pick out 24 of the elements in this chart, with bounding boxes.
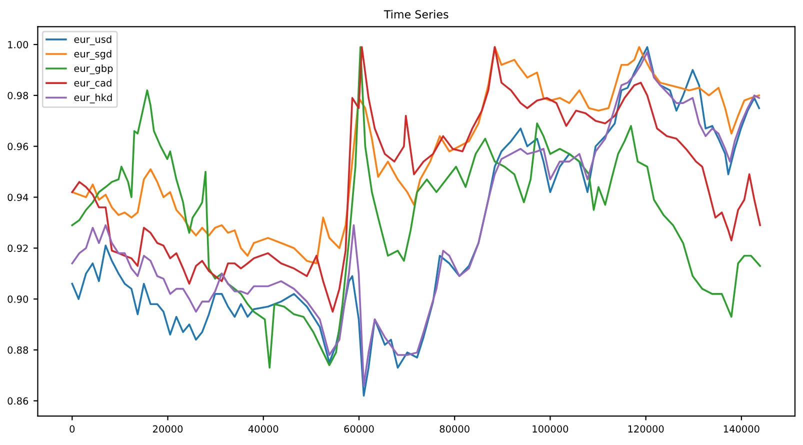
y-tick-label: 1.00 — [8, 40, 28, 48]
chart-title: Time Series — [384, 10, 448, 19]
legend-label: eur_gbp — [74, 64, 113, 74]
x-tick-label: 0 — [70, 425, 75, 433]
line-series — [71, 46, 760, 264]
x-tick-label: 40000 — [248, 425, 278, 433]
y-tick-label: 0.88 — [8, 346, 28, 354]
legend-label: eur_hkd — [74, 94, 112, 104]
y-tick-label: 0.94 — [8, 194, 28, 202]
line-series — [71, 46, 761, 313]
y-tick-label: 0.90 — [8, 295, 28, 303]
legend-label: eur_sgd — [74, 50, 112, 60]
x-tick-label: 100000 — [532, 425, 568, 433]
y-tick-label: 0.92 — [8, 244, 28, 252]
y-tick-label: 0.98 — [8, 92, 28, 100]
x-tick-label: 60000 — [344, 425, 374, 433]
x-tick-label: 80000 — [440, 425, 470, 433]
legend-label: eur_usd — [74, 35, 112, 46]
y-tick-label: 0.96 — [8, 142, 28, 150]
y-tick-label: 0.86 — [8, 397, 28, 405]
legend-label: eur_cad — [74, 79, 112, 89]
x-tick-label: 20000 — [153, 425, 183, 433]
x-tick-label: 140000 — [724, 425, 760, 433]
x-tick-label: 120000 — [628, 425, 664, 433]
